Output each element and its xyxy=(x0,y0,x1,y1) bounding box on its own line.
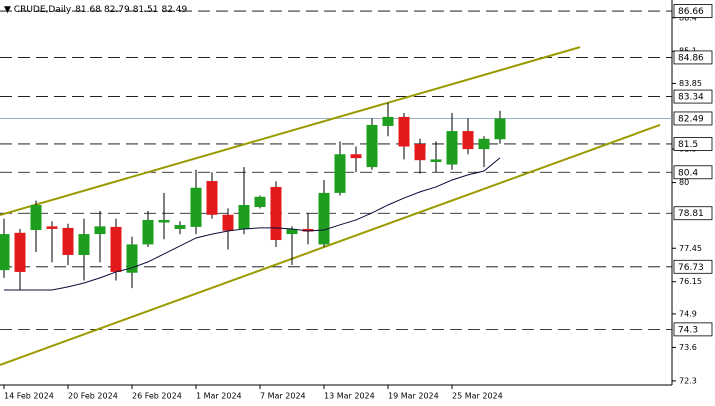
x-tick-label: 13 Mar 2024 xyxy=(324,392,375,401)
candle-body xyxy=(190,187,202,227)
candle-body xyxy=(238,204,250,229)
x-tick-label: 1 Mar 2024 xyxy=(196,392,242,401)
price-label: 82.49 xyxy=(678,114,704,124)
level-label-box xyxy=(673,259,713,274)
x-tick-label: 19 Mar 2024 xyxy=(388,392,439,401)
trendline xyxy=(0,46,581,216)
title-arrow: ▼ xyxy=(4,5,14,15)
candle-body xyxy=(142,219,154,245)
candle-body xyxy=(286,228,298,235)
candle-body xyxy=(334,154,346,193)
level-label-box xyxy=(673,89,713,104)
candle-body xyxy=(446,131,458,165)
level-label-box xyxy=(673,4,713,18)
y-tick-label: 77.45 xyxy=(679,244,702,253)
candle-body xyxy=(254,196,266,208)
x-tick-label: 7 Mar 2024 xyxy=(260,392,306,401)
candle-body xyxy=(174,225,186,229)
price-label-box xyxy=(673,111,713,126)
candle-body xyxy=(78,234,90,255)
candle-body xyxy=(414,143,426,161)
title-high: 82.79 xyxy=(104,5,130,15)
y-tick-label: 76.15 xyxy=(679,277,702,286)
level-label-box xyxy=(673,322,713,337)
candle-body xyxy=(222,214,234,231)
candle-body xyxy=(462,131,474,150)
candle-body xyxy=(302,228,314,232)
candle-body xyxy=(94,226,106,235)
title-low: 81.51 xyxy=(133,5,159,15)
level-label: 83.34 xyxy=(678,93,704,103)
candle-body xyxy=(494,118,506,140)
title-open: 81.68 xyxy=(75,5,101,15)
level-label-box xyxy=(673,137,713,151)
candle-body xyxy=(158,219,170,223)
candle-body xyxy=(62,227,74,255)
candle-body xyxy=(430,159,442,162)
y-tick-label: 83.85 xyxy=(679,79,702,88)
y-tick-label: 74.9 xyxy=(679,309,697,318)
candle-body xyxy=(110,226,122,272)
y-tick-label: 72.3 xyxy=(679,376,697,385)
level-label: 76.73 xyxy=(678,263,704,273)
candle-body xyxy=(126,244,138,273)
level-label: 78.81 xyxy=(678,209,704,219)
candle-body xyxy=(350,154,362,159)
candle-body xyxy=(366,124,378,168)
level-label-box xyxy=(673,165,713,180)
candle-body xyxy=(318,192,330,245)
level-label: 84.86 xyxy=(678,53,704,63)
x-tick-label: 14 Feb 2024 xyxy=(4,392,54,401)
candle-body xyxy=(46,226,58,229)
x-tick-label: 25 Mar 2024 xyxy=(452,392,503,401)
level-label-box xyxy=(673,50,713,65)
chart-title: ▼ CRUDE,Daily 81.68 82.79 81.51 82.49 xyxy=(4,5,188,15)
trendline xyxy=(0,123,661,366)
moving-average xyxy=(4,157,501,291)
x-tick-label: 26 Feb 2024 xyxy=(132,392,182,401)
candle-body xyxy=(206,181,218,215)
y-tick-label: 73.6 xyxy=(679,343,697,352)
level-label: 74.3 xyxy=(678,325,698,335)
level-label: 86.66 xyxy=(678,7,704,17)
level-label-box xyxy=(673,206,713,221)
title-close: 82.49 xyxy=(161,5,187,15)
candle-body xyxy=(30,204,42,230)
candle-body xyxy=(398,116,410,147)
level-label: 81.5 xyxy=(678,140,698,150)
candle-body xyxy=(14,232,26,272)
y-tick-label: 80 xyxy=(679,178,689,187)
candle-body xyxy=(0,234,10,271)
candle-body xyxy=(270,186,282,241)
level-label: 80.4 xyxy=(678,168,698,178)
title-symbol: CRUDE,Daily xyxy=(14,5,72,15)
candle-body xyxy=(382,116,394,126)
x-tick-label: 20 Feb 2024 xyxy=(68,392,118,401)
candle-body xyxy=(478,138,490,150)
